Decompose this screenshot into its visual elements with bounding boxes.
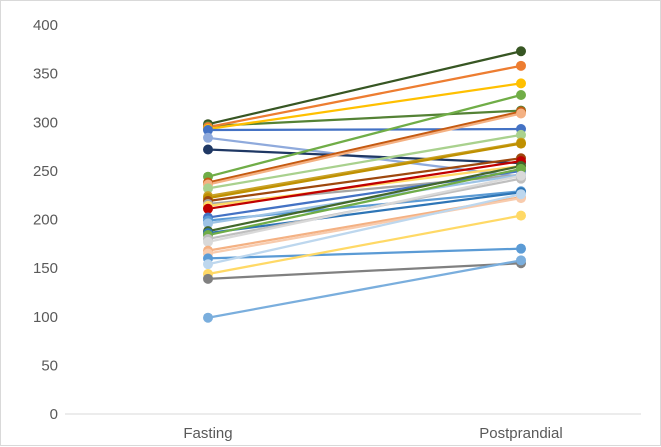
data-point [516,46,526,57]
series-line [207,193,522,266]
series-line [207,247,522,260]
data-point [516,129,526,140]
series-line [207,109,522,128]
data-point [203,259,213,270]
y-tick-label: 400 [33,17,58,34]
series-line [207,259,522,319]
data-point [516,189,526,200]
data-point [203,236,213,247]
series-line [207,157,522,203]
series-line [207,160,522,210]
series-points [203,46,526,323]
series-line [207,133,522,190]
series-line [207,196,522,255]
series-line [207,112,522,186]
series-line [207,148,522,165]
y-tick-label: 350 [33,66,58,83]
data-point [203,132,213,143]
y-tick-label: 300 [33,114,58,131]
series-line [207,82,522,131]
data-point [203,144,213,155]
series-line [207,191,522,235]
data-point [516,255,526,266]
y-tick-label: 200 [33,212,58,229]
data-point [203,218,213,229]
series-line [207,50,522,126]
data-point [516,78,526,89]
y-tick-label: 250 [33,163,58,180]
data-point [516,210,526,221]
y-tick-label: 50 [41,357,58,374]
data-point [516,90,526,101]
data-point [516,170,526,181]
series-line [207,174,522,243]
y-axis-ticks: 0 50 100 150 200 250 300 350 400 [33,17,58,423]
x-category-label: Postprandial [479,425,562,442]
series-line [207,167,522,237]
series-line [207,164,522,233]
y-tick-label: 0 [50,406,58,423]
data-point [516,243,526,254]
series-line [207,169,522,219]
series-lines [207,50,522,319]
data-point [516,60,526,71]
data-point [203,203,213,214]
series-line [207,110,522,184]
y-tick-label: 100 [33,309,58,326]
series-line [207,93,522,178]
series-line [207,262,522,280]
x-axis-categories: Fasting Postprandial [183,425,562,442]
data-point [203,183,213,194]
series-line [207,214,522,276]
series-line [207,64,522,129]
data-point [516,108,526,119]
data-point [203,125,213,136]
data-point [203,312,213,323]
data-point [203,273,213,284]
x-category-label: Fasting [183,425,232,442]
series-line [207,127,522,132]
data-point [516,138,526,149]
y-tick-label: 150 [33,260,58,277]
series-line [207,142,522,200]
